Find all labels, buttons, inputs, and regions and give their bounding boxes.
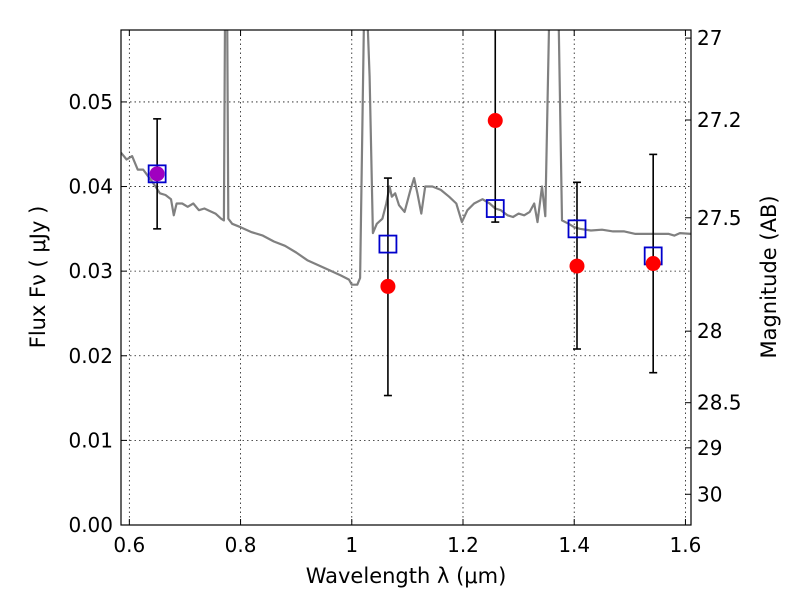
x-tick-label: 1.2: [447, 533, 479, 557]
observed-circle-marker: [569, 258, 585, 274]
y-tick-label: 0.02: [68, 344, 113, 368]
y-tick-label: 0.05: [68, 90, 113, 114]
spectrum-line: [121, 30, 691, 286]
y2-tick-label: 28.5: [697, 391, 742, 415]
y2-tick-label: 27.5: [697, 206, 742, 230]
plot-frame: [120, 29, 692, 526]
observed-circle-marker: [645, 256, 661, 272]
synthetic-photometry: [147, 164, 663, 266]
synthetic-square-marker: [485, 199, 505, 218]
x-tick-label: 0.8: [225, 533, 257, 557]
x-axis-label: Wavelength λ (μm): [306, 564, 507, 588]
synthetic-square-marker: [378, 234, 398, 254]
y-axis-label: Flux Fν ( μJy ): [26, 206, 50, 349]
observed-circle-marker: [380, 278, 396, 294]
y2-tick-label: 30: [697, 482, 722, 506]
x-tick-label: 0.6: [113, 533, 145, 557]
axis-ticks: 0.6 0.8 1 1.2 1.4 1.6 0.00 0.01 0.02 0.03 0.04 0.05…: [68, 26, 741, 557]
model-spectrum: [121, 30, 691, 286]
y-tick-label: 0.01: [68, 428, 113, 452]
y2-tick-label: 27: [697, 26, 722, 50]
x-tick-label: 1.6: [670, 533, 702, 557]
observed-photometry: [149, 113, 661, 294]
observed-circle-marker: [149, 166, 165, 182]
y-tick-label: 0.03: [68, 259, 113, 283]
synthetic-square-marker: [567, 219, 587, 239]
y2-tick-label: 28: [697, 319, 722, 343]
x-tick-label: 1.4: [558, 533, 590, 557]
synthetic-square-marker: [147, 164, 167, 184]
y-tick-label: 0.00: [68, 513, 113, 537]
y2-axis-label: Magnitude (AB): [757, 195, 781, 358]
plot-background: [121, 30, 691, 525]
y-tick-label: 0.04: [68, 175, 113, 199]
observed-circle-marker: [487, 113, 503, 129]
x-tick-label: 1: [345, 533, 358, 557]
y2-tick-label: 27.2: [697, 108, 742, 132]
y2-tick-label: 29: [697, 436, 722, 460]
